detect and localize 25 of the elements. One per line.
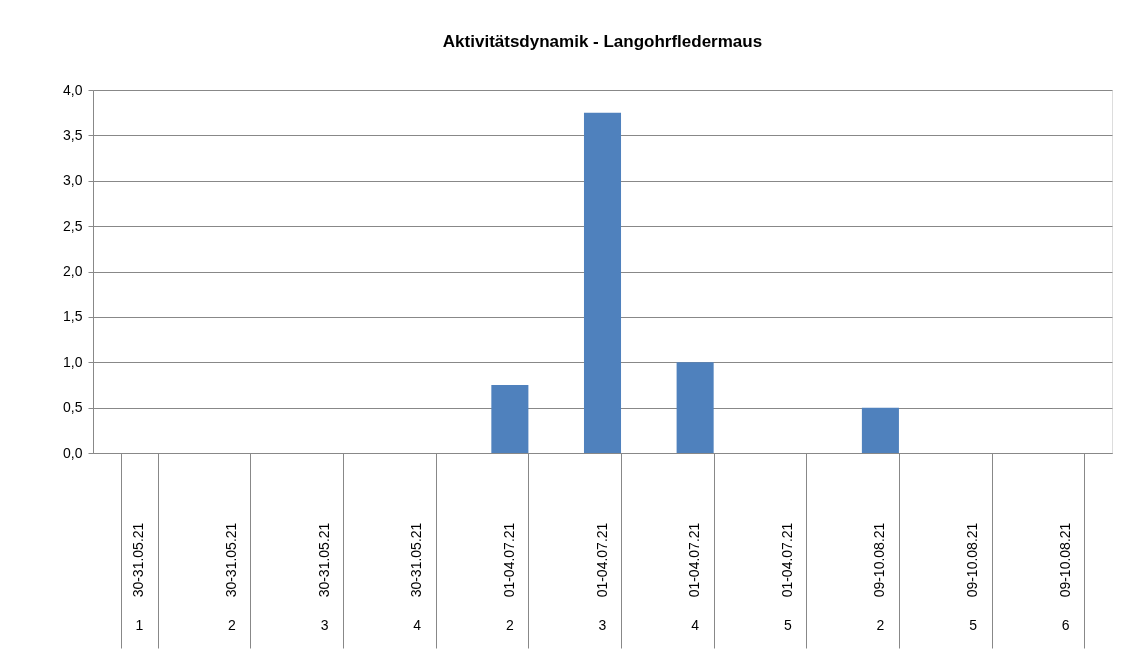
category-label: 09-10.08.21 2 (871, 522, 888, 633)
y-tick-label: 1,0 (63, 353, 83, 370)
y-tick-label: 4,0 (63, 81, 83, 98)
chart-title: Aktivitätsdynamik - Langohrfledermaus (442, 32, 763, 51)
category-label: 09-10.08.21 6 (1056, 522, 1073, 633)
category-label: 30-31.05.21 1 (130, 522, 147, 633)
y-tick-label: 1,5 (63, 308, 83, 325)
bar (861, 407, 899, 453)
category-label: 01-04.07.21 2 (500, 522, 517, 633)
bar (491, 384, 529, 453)
y-tick-label: 2,5 (63, 217, 83, 234)
y-tick-label: 3,0 (63, 172, 83, 189)
y-tick-label: 3,5 (63, 126, 83, 143)
category-label: 01-04.07.21 3 (593, 522, 610, 633)
category-label: 01-04.07.21 4 (686, 522, 703, 633)
category-label: 09-10.08.21 5 (964, 522, 981, 633)
y-tick-label: 0,5 (63, 399, 83, 416)
category-label: 30-31.05.21 2 (222, 522, 239, 633)
category-label: 01-04.07.21 5 (778, 522, 795, 633)
category-label: 30-31.05.21 4 (408, 522, 425, 633)
bar (676, 362, 714, 453)
y-tick-label: 0,0 (63, 444, 83, 461)
category-label: 30-31.05.21 3 (315, 522, 332, 633)
bar (583, 112, 622, 453)
y-tick-label: 2,0 (63, 263, 83, 279)
